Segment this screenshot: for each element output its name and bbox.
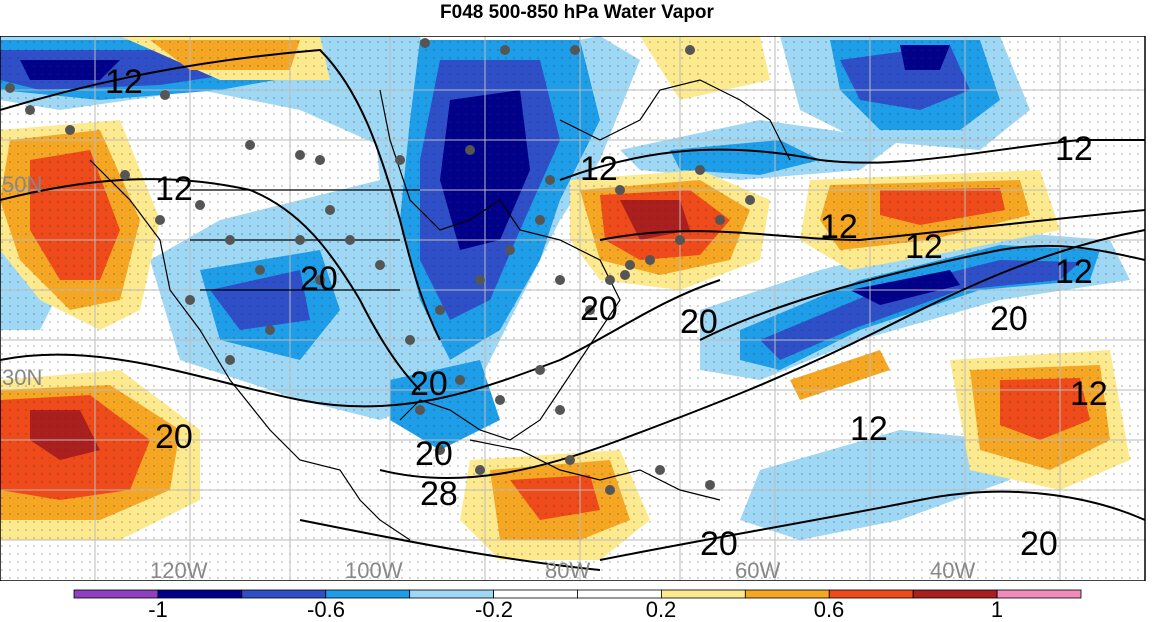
colorbar-swatch xyxy=(73,589,159,599)
colorbar-tick-label: 1 xyxy=(991,597,1003,622)
contour-label: 20 xyxy=(580,290,618,328)
contour-label: 12 xyxy=(850,410,888,448)
colorbar-swatch xyxy=(996,589,1082,599)
contour-label: 12 xyxy=(105,63,143,101)
contour-label: 12 xyxy=(1070,375,1108,413)
contour-label: 20 xyxy=(415,435,453,473)
contour-label: 20 xyxy=(990,300,1028,338)
colorbar: -1 -0.6 -0.2 0.2 0.6 1 xyxy=(73,589,1082,622)
lon-label: 100W xyxy=(345,558,403,581)
anomaly-fields xyxy=(0,36,1145,581)
contour-label: 20 xyxy=(300,260,338,298)
colorbar-tick-label: 0.2 xyxy=(646,597,677,622)
colorbar-swatches xyxy=(73,589,1082,599)
station-dots xyxy=(5,38,755,495)
significance-stipple xyxy=(0,36,1145,581)
contour-label: 12 xyxy=(1055,130,1093,168)
colorbar-tick-label: -0.2 xyxy=(475,597,513,622)
colorbar-tick-label: -1 xyxy=(148,597,168,622)
contour-label: 20 xyxy=(700,525,738,563)
map-frame xyxy=(0,36,1146,581)
contour-label: 12 xyxy=(155,170,193,208)
contour-label: 20 xyxy=(1020,525,1058,563)
colorbar-swatch xyxy=(912,589,998,599)
coastlines xyxy=(89,79,791,541)
colorbar-tick-label: -0.6 xyxy=(307,597,345,622)
contour-label: 20 xyxy=(410,365,448,403)
contour-lines xyxy=(0,48,1146,571)
contour-label: 20 xyxy=(680,303,718,341)
map-title: F048 500-850 hPa Water Vapor xyxy=(440,2,714,23)
lon-label: 80W xyxy=(545,558,590,581)
lon-label: 40W xyxy=(930,558,975,581)
lat-label: 30N xyxy=(2,365,42,390)
contour-label: 12 xyxy=(820,208,858,246)
lon-label: 60W xyxy=(735,558,780,581)
contour-label: 12 xyxy=(580,150,618,188)
colorbar-tick-label: 0.6 xyxy=(814,597,845,622)
lat-label: 50N xyxy=(2,172,42,197)
lat-lon-grid xyxy=(0,36,1145,581)
contour-labels: 12 12 12 20 20 12 12 20 20 20 28 20 12 1… xyxy=(105,63,1108,563)
contour-label: 20 xyxy=(155,418,193,456)
contour-label: 28 xyxy=(420,475,458,513)
water-vapor-map: 12 12 12 20 20 12 12 20 20 20 28 20 12 1… xyxy=(0,36,1146,581)
lon-label: 120W xyxy=(150,558,208,581)
contour-label: 12 xyxy=(905,228,943,266)
colorbar-swatch xyxy=(157,589,243,599)
contour-label: 12 xyxy=(1055,253,1093,291)
